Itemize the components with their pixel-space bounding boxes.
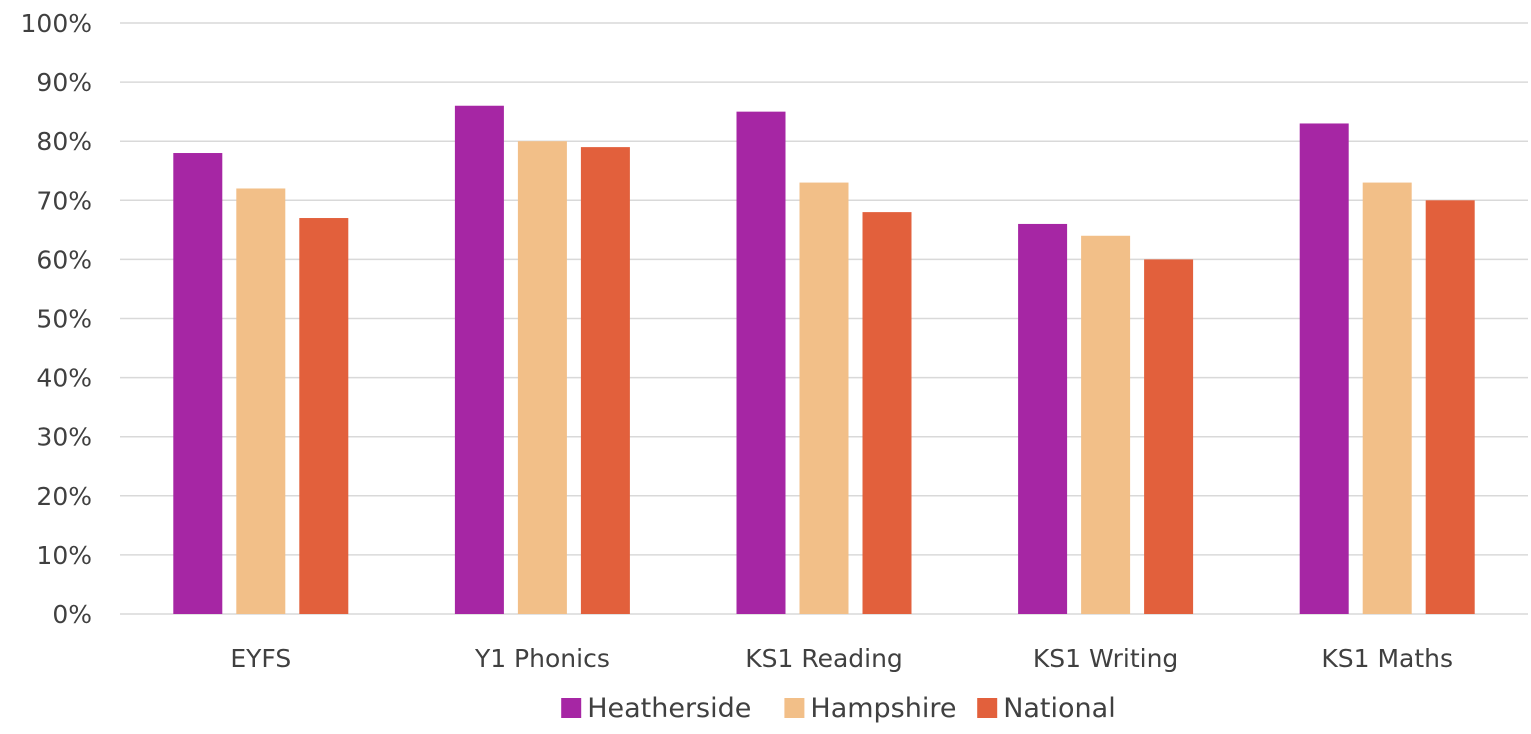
bar-national [580,147,630,615]
bar-national [1425,200,1475,615]
bar-national [862,212,912,614]
x-category-label: KS1 Maths [1321,644,1453,673]
y-tick-label: 40% [36,364,92,393]
bar-heatherside [1018,223,1068,614]
legend-label-heatherside: Heatherside [587,693,751,724]
y-tick-label: 60% [36,245,92,274]
y-tick-label: 10% [36,541,92,570]
legend-swatch-hampshire [784,698,805,718]
legend-swatch-national [977,698,998,718]
bar-heatherside [454,105,504,615]
bar-hampshire [236,188,286,615]
y-tick-label: 80% [36,127,92,156]
y-tick-label: 0% [52,600,92,629]
bar-hampshire [799,182,849,614]
bar-heatherside [173,153,223,614]
y-tick-label: 30% [36,423,92,452]
legend-swatch-heatherside [561,698,582,718]
bar-national [299,218,349,614]
y-tick-label: 20% [36,482,92,511]
bar-hampshire [1081,235,1131,614]
x-category-label: Y1 Phonics [474,644,610,673]
y-tick-label: 50% [36,305,92,334]
bar-hampshire [517,141,567,614]
bar-heatherside [1299,123,1349,614]
legend-label-national: National [1003,693,1116,724]
bar-hampshire [1362,182,1412,614]
x-category-label: KS1 Reading [745,644,903,673]
x-category-label: KS1 Writing [1033,644,1178,673]
y-tick-label: 70% [36,186,92,215]
x-category-label: EYFS [230,644,291,673]
bar-national [1144,259,1194,614]
legend-label-hampshire: Hampshire [810,693,956,724]
y-tick-label: 90% [36,68,92,97]
y-tick-label: 100% [21,9,92,38]
bar-heatherside [736,111,786,615]
